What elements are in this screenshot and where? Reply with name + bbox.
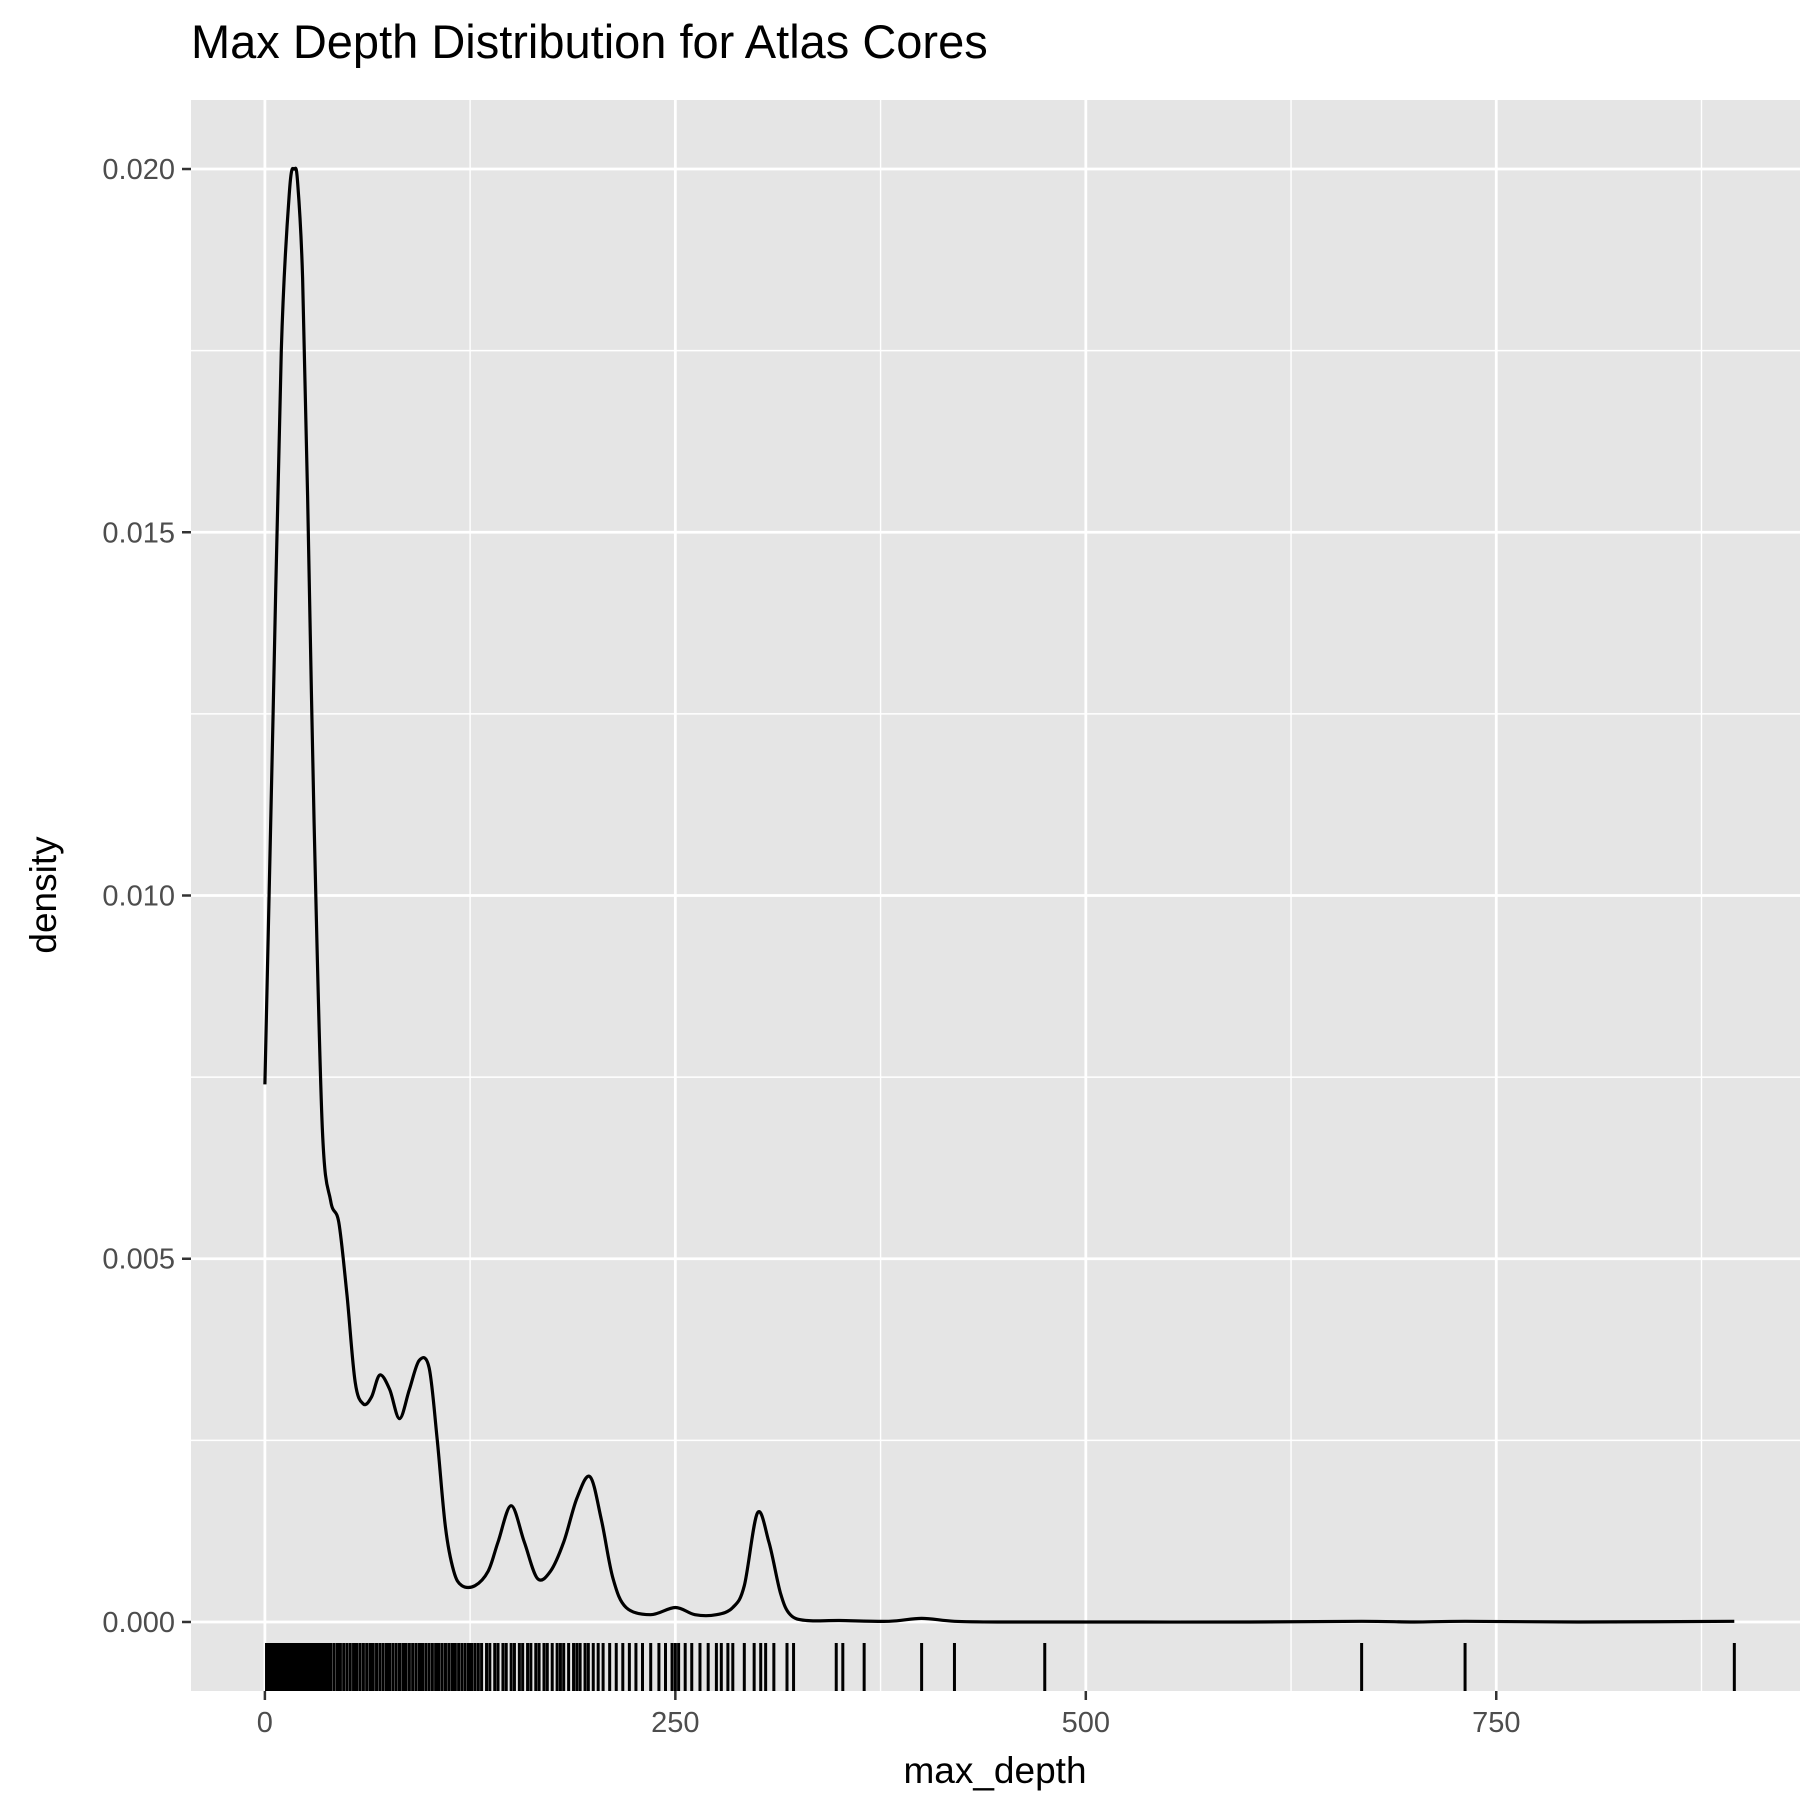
x-axis-title: max_depth: [903, 1750, 1086, 1791]
y-tick-label: 0.005: [102, 1244, 175, 1276]
y-axis: 0.000 0.005 0.010 0.015 0.020: [102, 154, 191, 1639]
x-tick-label: 250: [651, 1707, 699, 1739]
y-tick-label: 0.000: [102, 1607, 175, 1639]
y-tick-label: 0.010: [102, 881, 175, 913]
x-tick-label: 0: [257, 1707, 273, 1739]
y-axis-title: density: [23, 836, 64, 954]
x-axis: 0 250 500 750: [257, 1691, 1520, 1739]
x-tick-label: 750: [1472, 1707, 1520, 1739]
rug-marks: [265, 1643, 1736, 1691]
major-grid: [191, 100, 1800, 1691]
y-tick-label: 0.020: [102, 154, 175, 186]
chart-title: Max Depth Distribution for Atlas Cores: [191, 15, 988, 68]
y-tick-label: 0.015: [102, 517, 175, 549]
density-curve: [263, 166, 1735, 1624]
x-tick-label: 500: [1062, 1707, 1110, 1739]
